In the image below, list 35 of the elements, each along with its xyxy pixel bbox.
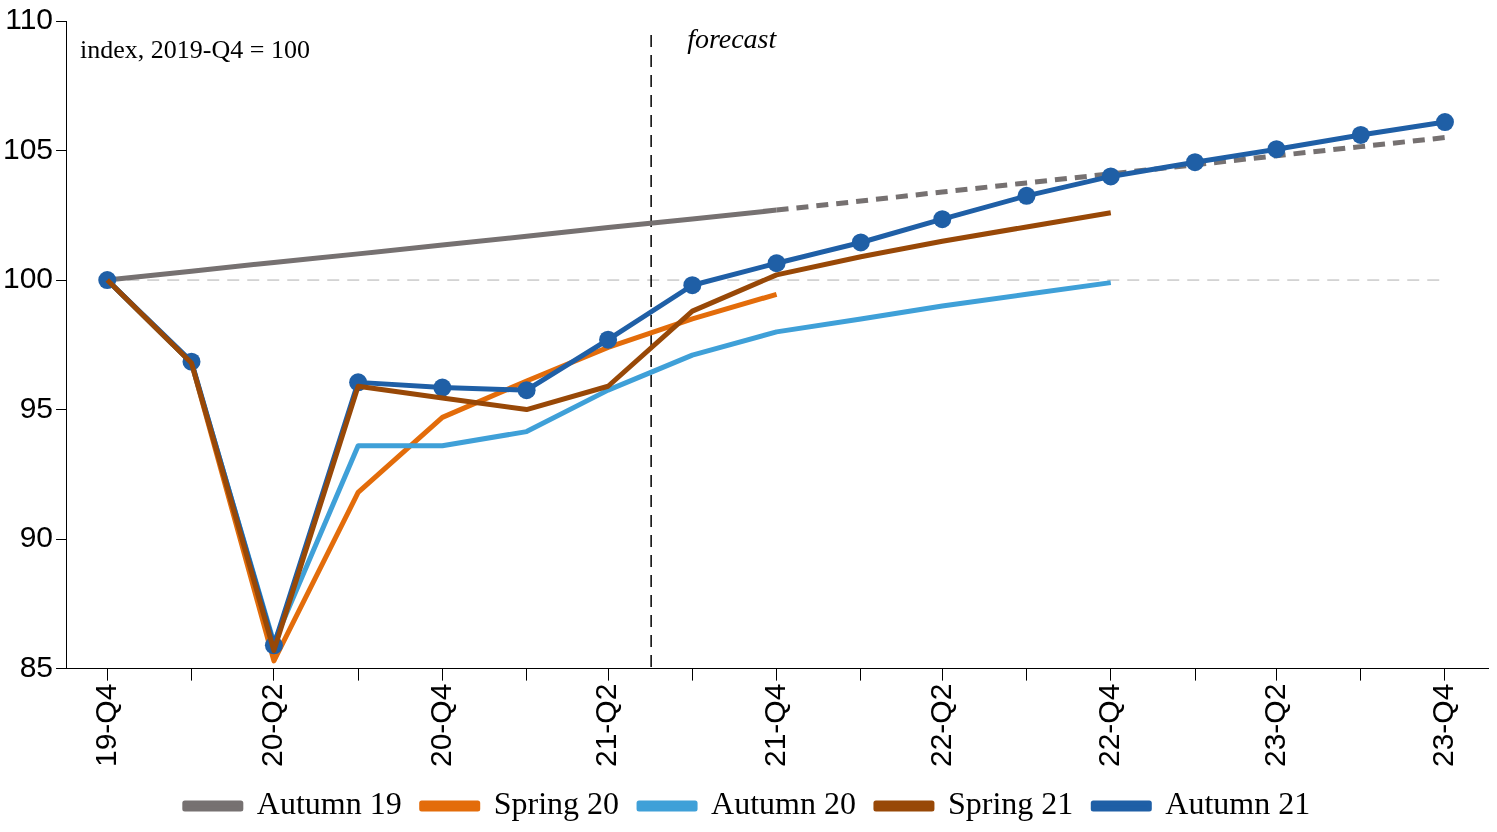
x-tick-label: 20-Q2 xyxy=(255,683,289,768)
point xyxy=(1186,153,1204,172)
x-tick-label: 21-Q4 xyxy=(757,683,791,768)
y-tick-label: 95 xyxy=(19,390,54,424)
point xyxy=(517,381,536,400)
y-tick-label: 90 xyxy=(19,520,54,554)
x-tick-label: 23-Q4 xyxy=(1426,683,1460,768)
x-tick-label: 20-Q4 xyxy=(423,683,457,768)
x-tick-label: 19-Q4 xyxy=(88,683,122,768)
y-tick-label: 110 xyxy=(5,2,54,36)
x-tick-label: 23-Q2 xyxy=(1257,683,1291,768)
legend-label: Autumn 19 xyxy=(256,785,402,822)
ref-line-label: forecast xyxy=(687,23,778,55)
point xyxy=(1101,167,1120,186)
point xyxy=(1267,140,1286,159)
point xyxy=(767,254,786,273)
x-tick-label: 22-Q2 xyxy=(923,683,957,768)
annotation: index, 2019-Q4 = 100 xyxy=(80,34,310,64)
y-tick-label: 100 xyxy=(2,261,54,295)
point xyxy=(683,276,702,295)
point xyxy=(851,233,870,252)
legend-label: Autumn 21 xyxy=(1165,785,1311,822)
point xyxy=(1351,125,1370,144)
x-tick-label: 21-Q2 xyxy=(589,683,623,768)
point xyxy=(599,330,618,349)
point xyxy=(933,210,952,229)
legend-label: Spring 21 xyxy=(947,785,1074,822)
point xyxy=(1435,113,1454,132)
legend-label: Autumn 20 xyxy=(711,785,856,822)
point xyxy=(1017,186,1036,205)
y-tick-label: 85 xyxy=(19,649,54,683)
y-tick-label: 105 xyxy=(2,131,54,165)
x-tick-label: 22-Q4 xyxy=(1092,683,1126,768)
legend-label: Spring 20 xyxy=(493,785,620,822)
point xyxy=(433,378,452,397)
